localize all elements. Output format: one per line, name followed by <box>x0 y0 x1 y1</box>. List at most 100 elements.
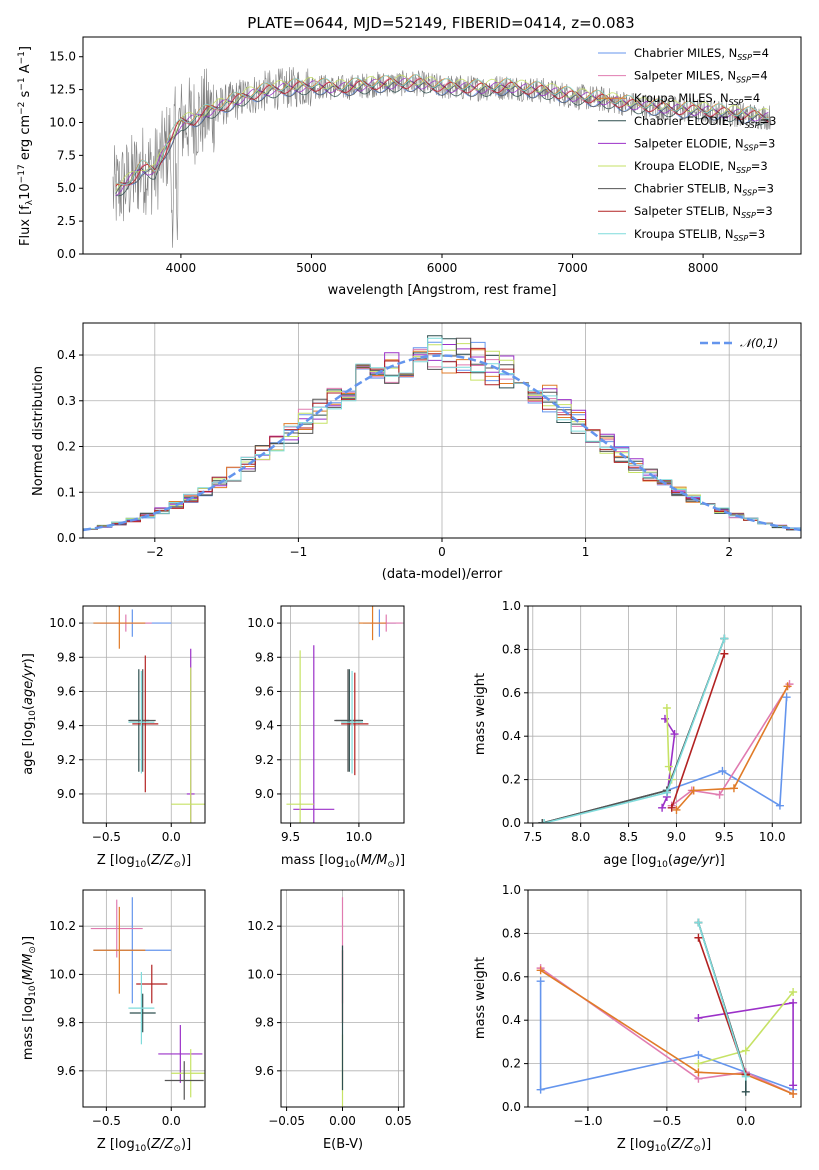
y-tick-label: 9.8 <box>57 650 76 664</box>
y-tick-label: 0.0 <box>502 1100 521 1114</box>
legend-entry: Salpeter STELIB, NSSP=3 <box>634 204 773 220</box>
y-tick-label: 10.2 <box>49 919 76 933</box>
y-tick-label: 10.0 <box>49 115 76 129</box>
x-tick-label: −2 <box>146 545 164 559</box>
y-axis-label: mass [log10(M/M⊙)] <box>21 936 38 1060</box>
x-tick-label: 10.0 <box>346 830 373 844</box>
x-axis-label: mass [log10(M/M⊙)] <box>281 853 405 870</box>
y-axis-label: mass weight <box>473 957 488 1039</box>
legend-entry: Kroupa ELODIE, NSSP=3 <box>634 159 768 175</box>
y-tick-label: 10.0 <box>247 616 274 630</box>
axes-weight_vs_Z: −1.0 −0.5 0.0 0.0 0.2 0.4 0.6 0.8 1.0 Z [log10(Z/… <box>473 883 802 1154</box>
y-axis-label: Normed distribution <box>31 366 46 496</box>
x-tick-label: 8.0 <box>571 830 590 844</box>
weight-point-marker <box>720 649 729 658</box>
y-tick-label: 9.6 <box>57 684 76 698</box>
weight-point-marker <box>715 790 724 799</box>
y-tick-label: 9.2 <box>255 753 274 767</box>
x-axis-label: (data-model)/error <box>382 567 503 582</box>
weight-point-marker <box>789 1089 798 1098</box>
y-tick-label: 5.0 <box>57 181 76 195</box>
y-tick-label: 9.4 <box>255 719 274 733</box>
weight-point-marker <box>540 819 549 823</box>
x-tick-label: 9.5 <box>281 830 300 844</box>
weight-series-line <box>540 969 794 1095</box>
weight-series-line <box>666 697 788 807</box>
plot-area-weight_vs_Z <box>536 918 798 1098</box>
weight-series-line <box>670 653 726 809</box>
plot-area-mass_vs_Z <box>90 897 205 1100</box>
y-tick-label: 9.8 <box>255 1016 274 1030</box>
weight-point-marker <box>536 1085 545 1094</box>
x-tick-label: 0.05 <box>385 1114 412 1128</box>
model-spectrum <box>115 74 769 186</box>
y-tick-label: 12.5 <box>49 83 76 97</box>
weight-point-marker <box>782 693 791 702</box>
weight-point-marker <box>538 819 547 823</box>
x-axis-label: Z [log10(Z/Z⊙)] <box>97 1137 191 1154</box>
legend-entry: Chabrier ELODIE, NSSP=3 <box>634 114 776 130</box>
weight-point-marker <box>741 1046 750 1055</box>
x-tick-label: 6000 <box>427 261 458 275</box>
y-tick-label: 9.8 <box>57 1016 76 1030</box>
axes-mass_vs_ebv: −0.05 0.00 0.05 9.6 9.8 10.0 10.2 E(B-V) <box>247 889 412 1152</box>
axes-frame <box>527 889 802 1108</box>
legend-entry: Salpeter MILES, NSSP=4 <box>634 69 768 85</box>
weight-point-marker <box>741 1072 750 1081</box>
axes-residuals: −2 −1 0 1 2 0.0 0.1 0.2 0.3 0.4 (data-model)/error… <box>31 322 802 582</box>
plot-area-residuals <box>83 335 801 532</box>
weight-point-marker <box>783 682 792 691</box>
y-tick-label: 9.6 <box>255 684 274 698</box>
weight-point-marker <box>789 987 798 996</box>
weight-point-marker <box>789 998 798 1007</box>
y-axis-label: Flux [fλ10−17 erg cm−2 s−1 A−1] <box>17 46 35 246</box>
weight-point-marker <box>694 933 703 942</box>
weight-point-marker <box>694 1014 703 1023</box>
figure-title: PLATE=0644, MJD=52149, FIBERID=0414, z=0… <box>247 14 634 32</box>
weight-point-marker <box>789 1081 798 1090</box>
x-axis-label: wavelength [Angstrom, rest frame] <box>328 283 557 298</box>
y-tick-label: 0.0 <box>57 531 76 545</box>
axes-frame <box>280 889 405 1108</box>
y-tick-label: 0.1 <box>57 485 76 499</box>
legend-entry: 𝒩(0,1) <box>740 336 778 350</box>
y-tick-label: 9.0 <box>255 787 274 801</box>
weight-series-line <box>661 718 676 809</box>
y-axis-label: age [log10(age/yr)] <box>21 653 38 775</box>
y-tick-label: 10.0 <box>49 967 76 981</box>
weight-series-line <box>671 683 791 807</box>
x-tick-label: 7.5 <box>523 830 542 844</box>
axes-frame <box>527 605 802 824</box>
y-tick-label: 0.6 <box>502 970 521 984</box>
x-tick-label: 0 <box>438 545 446 559</box>
x-axis-label: age [log10(age/yr)] <box>603 853 725 870</box>
weight-series-line <box>675 685 789 811</box>
weight-point-marker <box>689 786 698 795</box>
axes-frame <box>280 605 405 824</box>
x-tick-label: 9.0 <box>667 830 686 844</box>
y-tick-label: 0.6 <box>502 686 521 700</box>
weight-point-marker <box>670 730 679 739</box>
x-tick-label: 0.0 <box>162 1114 181 1128</box>
weight-point-marker <box>741 1087 750 1096</box>
weight-point-marker <box>718 766 727 775</box>
weight-point-marker <box>694 918 703 927</box>
y-tick-label: 0.0 <box>57 247 76 261</box>
plot-area-spectrum <box>112 67 772 248</box>
axes-weight_vs_age: 7.5 8.0 8.5 9.0 9.5 10.0 0.0 0.2 0.4 0.6 0.8 1.0 age… <box>473 599 802 870</box>
weight-series-line <box>542 638 726 823</box>
weight-point-marker <box>694 1059 703 1068</box>
x-tick-label: 10.0 <box>759 830 786 844</box>
x-tick-label: 0.0 <box>162 830 181 844</box>
normal-curve <box>83 354 801 532</box>
y-tick-label: 9.6 <box>255 1064 274 1078</box>
plot-area-age_vs_mass <box>286 606 403 823</box>
weight-point-marker <box>536 966 545 975</box>
y-tick-label: 9.6 <box>57 1064 76 1078</box>
x-tick-label: 8.5 <box>619 830 638 844</box>
x-axis-label: Z [log10(Z/Z⊙)] <box>617 1137 711 1154</box>
weight-point-marker <box>775 801 784 810</box>
axes-age_vs_mass: 9.5 10.0 9.0 9.2 9.4 9.6 9.8 10.0 mass [log10(M/… <box>247 605 405 870</box>
axes-frame <box>82 605 206 824</box>
x-tick-label: −0.05 <box>268 1114 305 1128</box>
